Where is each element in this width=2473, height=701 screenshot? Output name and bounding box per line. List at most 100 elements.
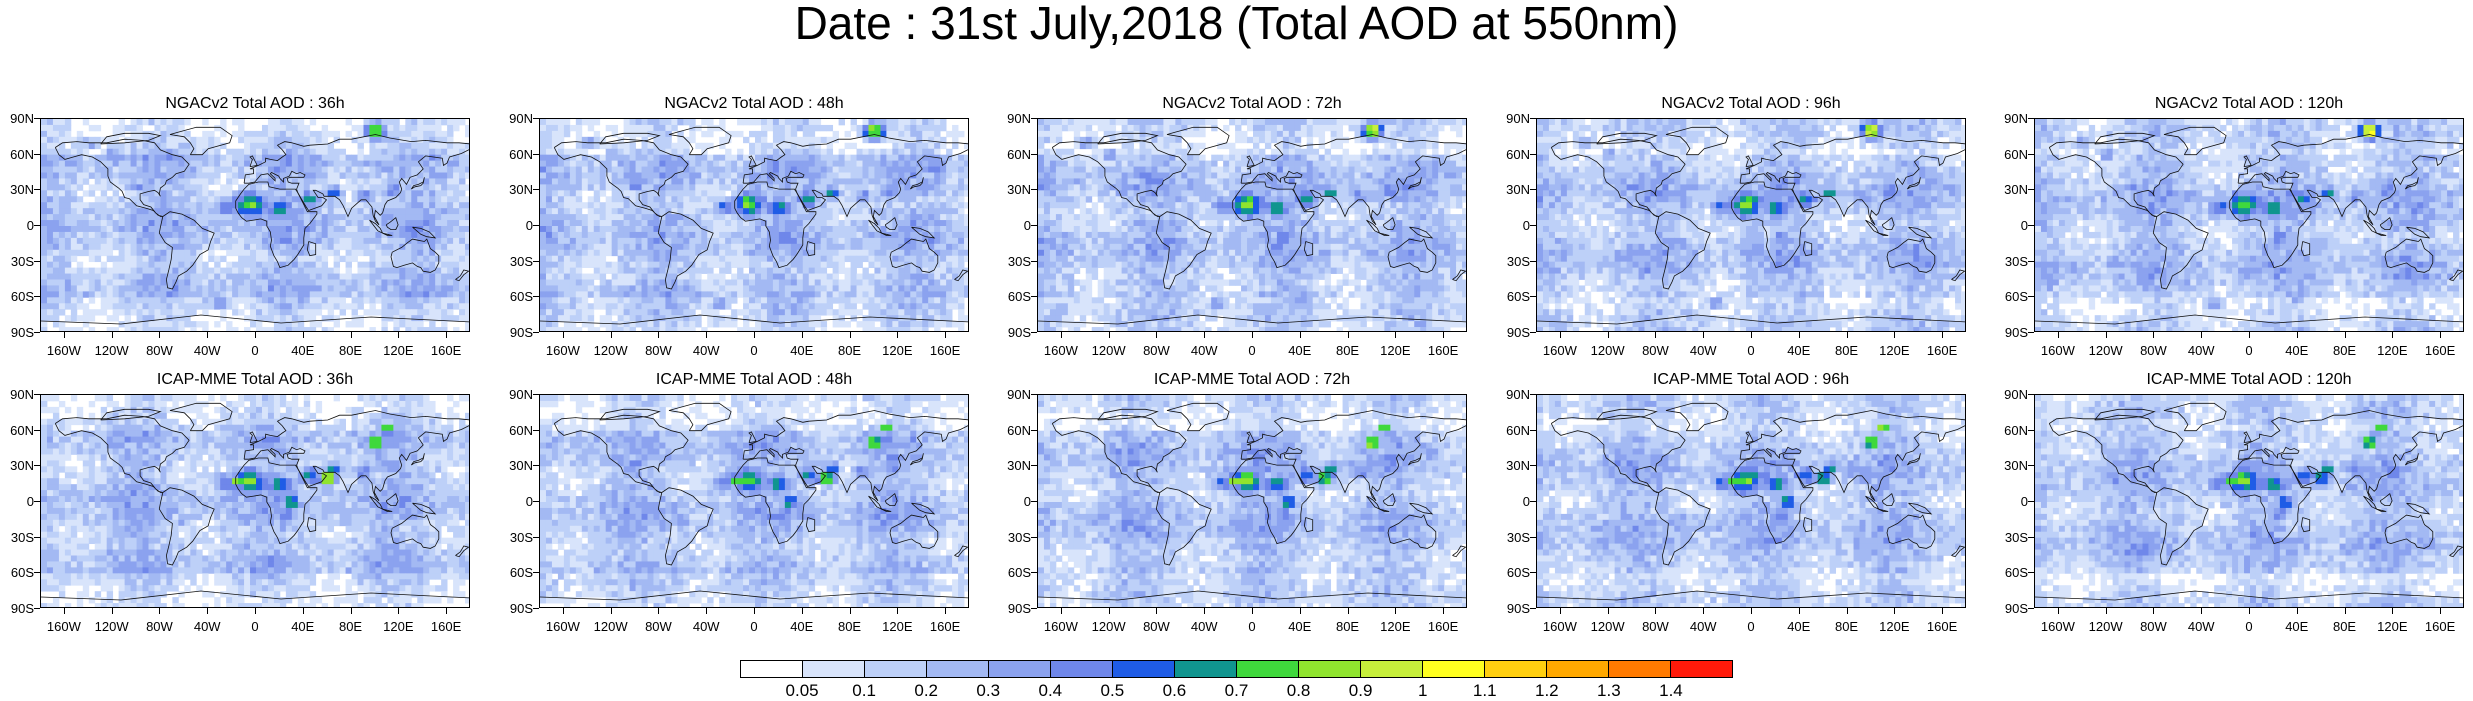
lon-tick — [111, 332, 113, 338]
colorbar-label: 1.3 — [1584, 682, 1634, 699]
lat-tick-label: 0 — [1994, 219, 2028, 232]
colorbar-swatch — [1237, 661, 1299, 677]
lat-tick-label: 30N — [997, 459, 1031, 472]
lat-tick — [533, 260, 539, 262]
lon-tick-label: 40E — [1278, 344, 1322, 357]
lat-tick — [533, 225, 539, 226]
lon-tick — [1942, 608, 1944, 614]
panel-title: NGACv2 Total AOD : 36h — [40, 95, 470, 113]
lon-tick-label: 40E — [281, 620, 325, 633]
colorbar-swatch — [927, 661, 989, 677]
colorbar-swatch — [1609, 661, 1671, 677]
lat-tick-label: 90S — [0, 602, 34, 615]
lat-tick-label: 90N — [1496, 388, 1530, 401]
colorbar-label: 0.05 — [777, 682, 827, 699]
lat-tick — [34, 153, 40, 155]
lon-tick — [1559, 608, 1561, 614]
lat-tick-label: 60S — [997, 566, 1031, 579]
map-panel — [539, 394, 969, 608]
lon-tick-label: 160E — [1920, 620, 1964, 633]
lat-tick — [1031, 501, 1037, 502]
lat-tick-label: 30N — [1496, 459, 1530, 472]
lat-tick-label: 30S — [1496, 531, 1530, 544]
lat-tick-label: 90S — [1994, 602, 2028, 615]
lon-tick-label: 40W — [1681, 620, 1725, 633]
panel-title: ICAP-MME Total AOD : 96h — [1536, 371, 1966, 389]
lon-tick-label: 40W — [185, 620, 229, 633]
lon-tick-label: 160W — [1538, 620, 1582, 633]
lon-tick — [1108, 332, 1110, 338]
colorbar-swatch — [865, 661, 927, 677]
lon-tick-label: 160E — [1920, 344, 1964, 357]
lon-tick — [1395, 332, 1397, 338]
lon-tick-label: 40W — [185, 344, 229, 357]
lon-tick — [658, 332, 660, 338]
lon-tick — [1395, 608, 1397, 614]
lon-tick — [801, 332, 803, 338]
lat-tick-label: 60N — [997, 424, 1031, 437]
lon-tick-label: 80W — [1633, 620, 1677, 633]
map-panel — [539, 118, 969, 332]
lat-tick-label: 30N — [499, 183, 533, 196]
lon-tick-label: 160E — [424, 620, 468, 633]
colorbar-label: 1.1 — [1460, 682, 1510, 699]
lon-tick — [1751, 332, 1752, 338]
lon-tick — [706, 332, 708, 338]
lon-tick — [2249, 608, 2250, 614]
lat-tick — [1530, 189, 1536, 191]
lon-tick — [350, 332, 352, 338]
lon-tick — [302, 608, 304, 614]
lat-tick — [1530, 153, 1536, 155]
lat-tick-label: 90N — [1496, 112, 1530, 125]
lon-tick — [1703, 608, 1705, 614]
lat-tick — [2028, 394, 2034, 395]
map-panel — [1037, 118, 1467, 332]
lon-tick — [562, 332, 564, 338]
coastlines — [41, 126, 469, 325]
lon-tick-label: 120E — [2370, 620, 2414, 633]
lat-tick — [533, 608, 539, 609]
lon-tick-label: 0 — [233, 344, 277, 357]
map-panel — [1536, 394, 1966, 608]
lon-tick-label: 40E — [1777, 344, 1821, 357]
lat-tick-label: 30S — [1994, 531, 2028, 544]
lon-tick-label: 40W — [1681, 344, 1725, 357]
lon-tick-label: 80E — [329, 620, 373, 633]
lon-tick — [1607, 608, 1609, 614]
lat-tick — [1031, 118, 1037, 119]
lon-tick — [1443, 332, 1445, 338]
lat-tick-label: 90N — [499, 388, 533, 401]
lon-tick — [255, 608, 256, 614]
coastlines — [1038, 126, 1466, 325]
lon-tick — [945, 608, 947, 614]
lon-tick — [897, 332, 899, 338]
lat-tick-label: 60S — [499, 566, 533, 579]
lon-tick-label: 40E — [780, 344, 824, 357]
lon-tick-label: 80W — [636, 344, 680, 357]
lon-tick — [207, 608, 209, 614]
colorbar-label: 0.9 — [1336, 682, 1386, 699]
colorbar-swatch — [803, 661, 865, 677]
lon-tick — [446, 332, 448, 338]
lat-tick — [34, 429, 40, 431]
lat-tick — [1031, 536, 1037, 538]
lon-tick-label: 80W — [1633, 344, 1677, 357]
aod-field — [2035, 119, 2463, 331]
colorbar-swatch — [1299, 661, 1361, 677]
lon-tick — [207, 332, 209, 338]
coastlines — [540, 126, 968, 325]
lon-tick — [63, 608, 65, 614]
lon-tick-label: 160E — [1421, 344, 1465, 357]
lat-tick — [1530, 572, 1536, 574]
lat-tick — [1031, 225, 1037, 226]
lat-tick — [34, 225, 40, 226]
lat-tick — [34, 465, 40, 467]
lat-tick-label: 90N — [0, 112, 34, 125]
lat-tick-label: 90N — [997, 388, 1031, 401]
aod-field — [2035, 395, 2463, 607]
colorbar-swatch — [1051, 661, 1113, 677]
lon-tick-label: 40W — [684, 620, 728, 633]
lon-tick-label: 40W — [2179, 620, 2223, 633]
lat-tick — [1530, 394, 1536, 395]
lat-tick — [2028, 608, 2034, 609]
